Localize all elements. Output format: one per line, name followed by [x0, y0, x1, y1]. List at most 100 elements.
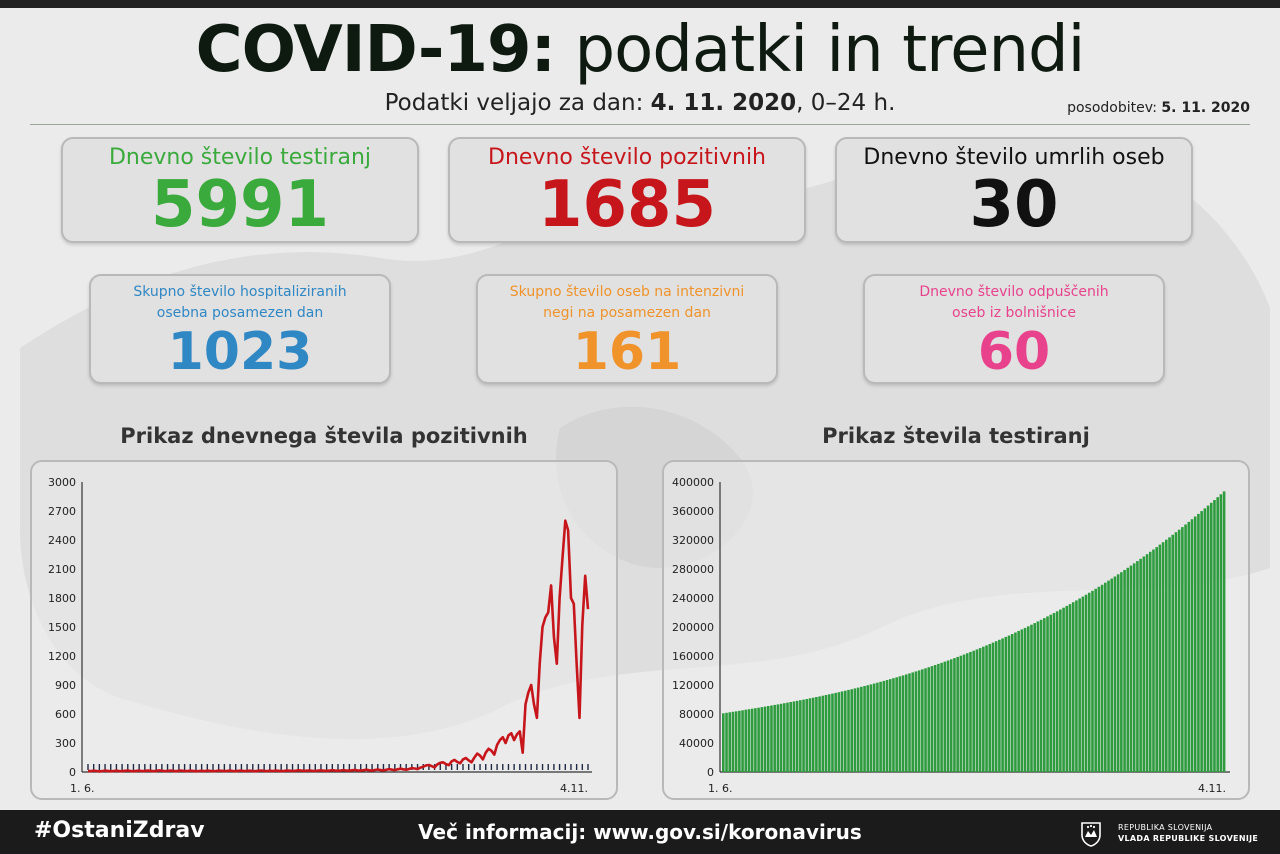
divider: [30, 124, 1250, 125]
tests-bar: [885, 680, 889, 772]
tests-bar: [1158, 544, 1162, 772]
y-tick-label: 2700: [48, 505, 76, 518]
tests-bar: [1139, 558, 1142, 772]
y-tick-label: 900: [55, 679, 76, 692]
tests-bar: [773, 704, 776, 772]
tests-bar: [725, 712, 728, 772]
tests-bar: [914, 671, 918, 772]
y-tick-label: 0: [69, 766, 76, 779]
subtitle-prefix: Podatki veljajo za dan:: [384, 90, 644, 116]
tests-bar: [888, 679, 892, 772]
y-tick-label: 280000: [672, 563, 714, 576]
icu-value: 161: [572, 322, 682, 382]
tests-bar: [1168, 537, 1171, 772]
tests-bar: [1209, 502, 1213, 772]
tests-bar: [956, 656, 959, 772]
tests-bar: [792, 701, 796, 772]
tests-bar: [840, 691, 844, 772]
tests-bar: [1145, 554, 1149, 772]
tests-bar: [766, 706, 770, 772]
tests-bar: [1129, 565, 1133, 772]
tests-bar: [827, 694, 831, 772]
tests-bar: [763, 706, 767, 772]
y-tick-label: 1800: [48, 592, 76, 605]
tests-bar: [1190, 519, 1194, 772]
tests-bar: [1161, 542, 1165, 772]
chart-positive-panel: 0 300 600 900 1200 1500 1800 2100 2400 2700 3000 1.…: [30, 460, 618, 800]
tests-bar: [1120, 572, 1123, 772]
chart-positive-svg: 0 300 600 900 1200 1500 1800 2100 2400 2700 3000 1.…: [48, 476, 592, 795]
tests-bar: [921, 669, 924, 772]
tests-bar: [1136, 561, 1139, 772]
tests-bar: [933, 665, 937, 772]
page-title: COVID-19: podatki in trendi: [0, 10, 1280, 90]
tests-bar: [1075, 600, 1078, 772]
tests-bar: [908, 673, 911, 772]
tests-bar: [1142, 556, 1146, 772]
x-tick-label-end: 4.11.: [560, 782, 588, 795]
tests-bar: [1091, 590, 1094, 772]
chart-positive-title: Prikaz dnevnega števila pozitivnih: [120, 424, 528, 448]
tests-bar: [1126, 567, 1130, 772]
tests-bar: [799, 700, 802, 772]
tests-bar: [879, 681, 882, 772]
more-info-link[interactable]: Več informacij: www.gov.si/koronavirus: [418, 820, 862, 844]
tests-bar: [994, 641, 998, 772]
tests-bar: [1197, 513, 1200, 772]
updated-label: posodobitev:: [1067, 100, 1157, 116]
title-bold: COVID-19:: [195, 13, 557, 87]
tests-bar: [949, 659, 953, 772]
tests-bar: [805, 699, 809, 772]
tests-bar: [770, 705, 773, 772]
tests-bar: [1113, 576, 1117, 772]
deaths-value: 30: [969, 168, 1059, 242]
x-tick-label-start: 1. 6.: [708, 782, 733, 795]
tests-bar: [1004, 636, 1008, 772]
tests-bar: [1107, 580, 1110, 772]
tests-bar: [1020, 629, 1024, 772]
hospitalized-value: 1023: [167, 322, 313, 382]
tests-bar: [1110, 578, 1114, 772]
tests-bar: [1187, 521, 1191, 772]
positive-series-line: [87, 519, 590, 773]
subtitle: Podatki veljajo za dan: 4. 11. 2020, 0–2…: [0, 90, 1280, 116]
y-tick-label: 3000: [48, 476, 76, 489]
tests-bar: [988, 644, 992, 772]
tests-bar: [722, 713, 725, 772]
tests-bar: [962, 654, 966, 772]
card-positive: Dnevno število pozitivnih 1685: [448, 137, 806, 243]
tests-bar: [1213, 500, 1216, 772]
y-tick-label: 400000: [672, 476, 714, 489]
hospitalized-label: Skupno število hospitaliziranih osebna p…: [133, 284, 347, 321]
y-tick-label: 40000: [679, 737, 714, 750]
tests-bar: [898, 676, 902, 772]
tests-bar: [757, 707, 760, 772]
tests-bar: [895, 677, 898, 772]
gov-line-1: REPUBLIKA SLOVENIJA: [1118, 823, 1213, 832]
tests-bar: [1010, 634, 1014, 772]
discharged-label: Dnevno število odpuščenih oseb iz bolniš…: [919, 284, 1109, 321]
top-bar: [0, 0, 1280, 8]
tests-bar: [1104, 582, 1107, 772]
chart-tests-panel: 0 40000 80000 120000 160000 200000 240000 28000…: [662, 460, 1250, 800]
card-hospitalized: Skupno število hospitaliziranih osebna p…: [89, 274, 391, 384]
tests-bar: [734, 711, 738, 772]
tests-bar: [1203, 508, 1207, 772]
tests-bar: [911, 672, 915, 772]
tests-bar: [863, 686, 866, 772]
tests-bar: [1055, 611, 1059, 772]
tests-bar: [1071, 602, 1075, 772]
y-tick-label: 240000: [672, 592, 714, 605]
tests-bar: [860, 686, 863, 772]
tests-bar: [1200, 511, 1203, 772]
tests-bar: [1065, 605, 1069, 772]
tests-bar: [1036, 621, 1040, 772]
tests-bar: [1014, 632, 1017, 772]
tests-bar: [901, 675, 905, 772]
tests-bar: [940, 662, 943, 772]
tests-bar: [1007, 635, 1011, 772]
hashtag: #OstaniZdrav: [34, 818, 205, 843]
tests-bar: [1039, 619, 1043, 772]
tests-bar: [1148, 551, 1152, 772]
y-tick-label: 360000: [672, 505, 714, 518]
